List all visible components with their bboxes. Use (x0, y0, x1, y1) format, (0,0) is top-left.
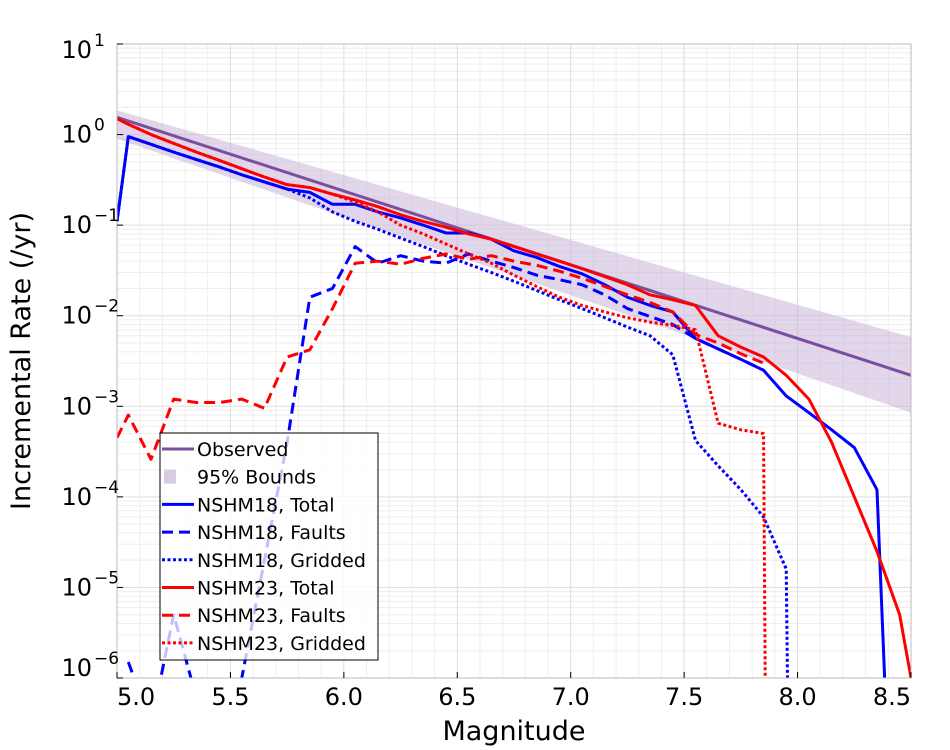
y-tick-exponent: 0 (94, 116, 105, 136)
series-line-nshm18-gridded (117, 135, 789, 678)
x-tick-label: 5.5 (211, 683, 249, 711)
legend-label-nshm23-faults: NSHM23, Faults (197, 605, 346, 627)
legend-label-nshm18-gridded: NSHM18, Gridded (197, 550, 366, 572)
y-tick-base: 10 (61, 36, 92, 64)
legend-box (159, 432, 379, 661)
y-tick-base: 10 (61, 392, 92, 420)
x-tick-label: 8.5 (873, 683, 911, 711)
y-tick-label: 10 −1 (61, 206, 119, 239)
series-line-nshm18-total (117, 135, 887, 678)
legend-label-nshm18-total: NSHM18, Total (197, 494, 335, 516)
y-tick-label: 10 −4 (61, 478, 119, 511)
x-tick-label: 8.0 (778, 683, 816, 711)
y-tick-label: 10 0 (61, 116, 104, 149)
y-tick-base: 10 (61, 483, 92, 511)
y-tick-base: 10 (61, 121, 92, 149)
legend-label-95-bounds: 95% Bounds (197, 467, 316, 489)
x-tick-label: 7.0 (552, 683, 590, 711)
y-tick-exponent: −5 (94, 568, 119, 588)
y-axis-title: Incremental Rate (/yr) (6, 212, 37, 510)
y-tick-label: 10 −5 (61, 568, 119, 601)
x-tick-label: 6.0 (325, 683, 363, 711)
series-line-nshm23-faults (117, 252, 765, 461)
series-line-nshm18-faults (126, 245, 765, 678)
legend: Observed 95% Bounds NSHM18, Total NSHM18, F… (159, 432, 379, 661)
y-tick-base: 10 (61, 654, 92, 682)
x-axis-ticks: 5.0 5.5 6.0 6.5 7.0 7.5 8.0 8.5 (116, 672, 912, 711)
series-line-nshm23-gridded (117, 117, 767, 678)
y-tick-label: 10 −2 (61, 297, 119, 330)
legend-label-nshm18-faults: NSHM18, Faults (197, 522, 346, 544)
series-layer (117, 115, 911, 678)
y-tick-exponent: −1 (94, 206, 119, 226)
plot-frame (116, 43, 912, 679)
x-tick-label: 7.5 (665, 683, 703, 711)
y-tick-exponent: −4 (94, 478, 119, 498)
legend-label-nshm23-total: NSHM23, Total (197, 578, 335, 600)
legend-label-observed: Observed (197, 439, 288, 461)
x-tick-label: 6.5 (438, 683, 476, 711)
y-tick-label: 10 −3 (61, 387, 119, 420)
x-axis-title: Magnitude (442, 716, 585, 747)
y-tick-base: 10 (61, 211, 92, 239)
y-tick-exponent: −2 (94, 297, 119, 317)
y-tick-exponent: −3 (94, 387, 119, 407)
legend-swatch-95-bounds (164, 469, 176, 484)
y-tick-label: 10 1 (61, 31, 104, 64)
x-tick-label: 5.0 (117, 683, 155, 711)
y-tick-exponent: −6 (94, 649, 119, 669)
y-tick-exponent: 1 (94, 31, 105, 51)
legend-label-nshm23-gridded: NSHM23, Gridded (197, 633, 366, 655)
y-tick-base: 10 (61, 302, 92, 330)
y-tick-label: 10 −6 (61, 649, 119, 682)
y-tick-base: 10 (61, 573, 92, 601)
